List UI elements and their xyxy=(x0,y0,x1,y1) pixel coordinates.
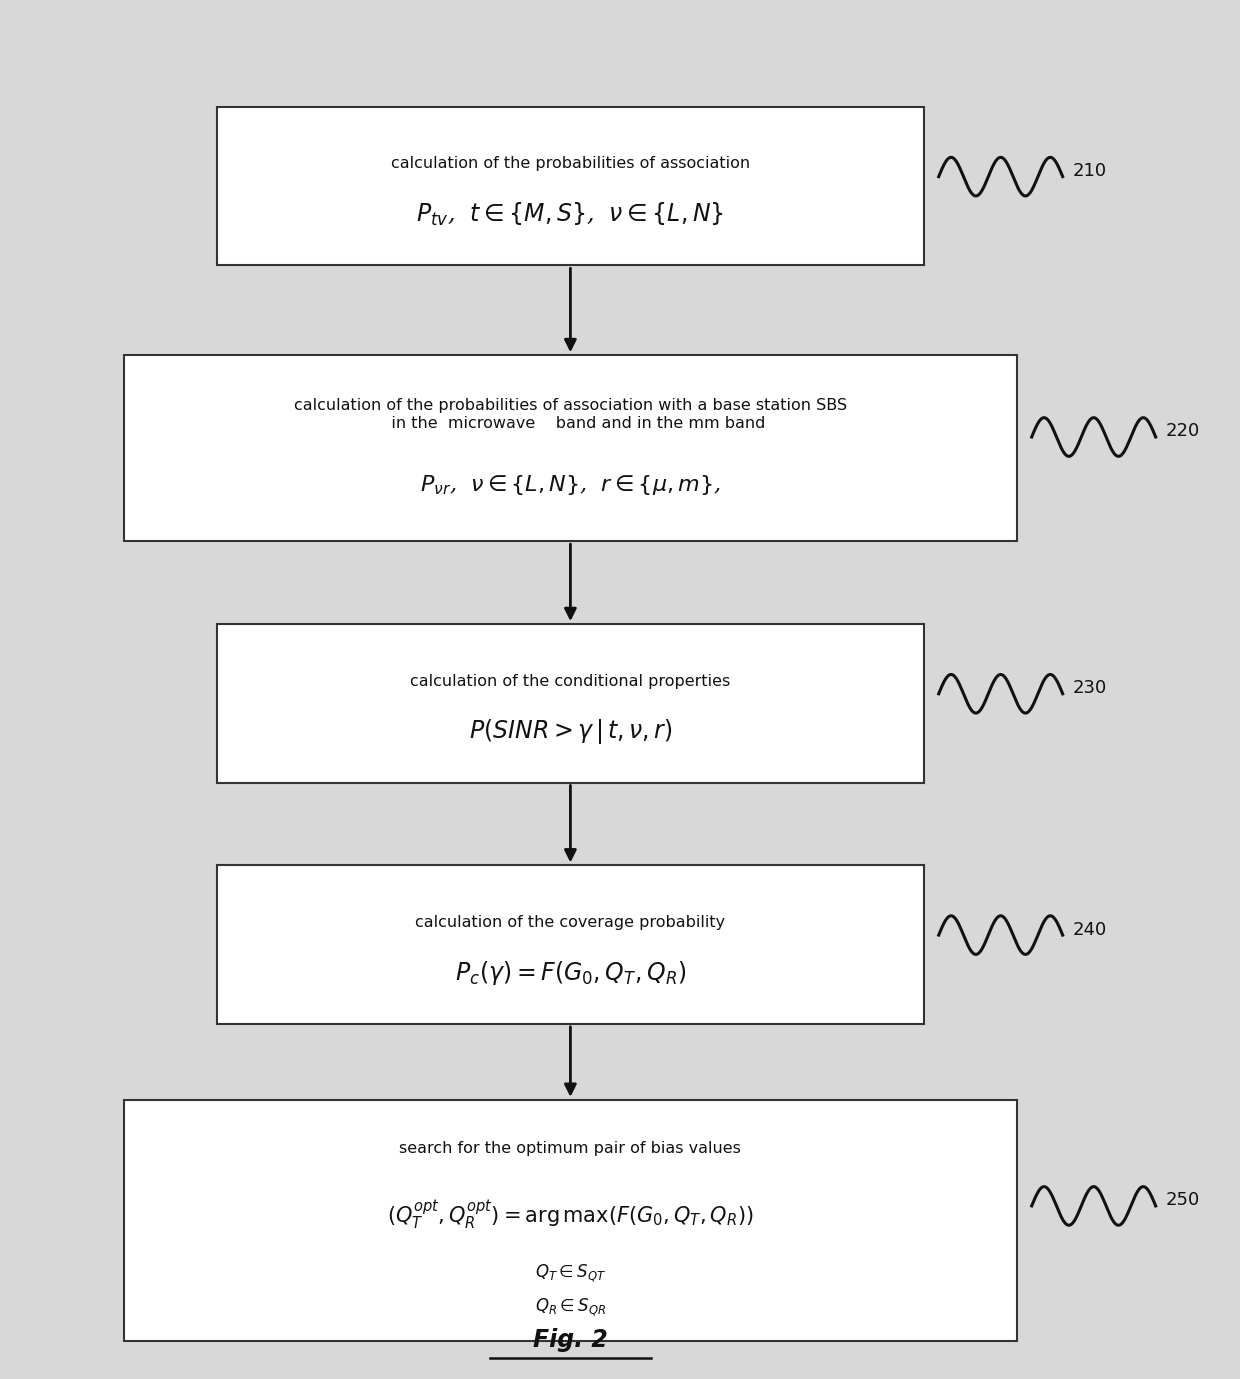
FancyBboxPatch shape xyxy=(124,1100,1017,1340)
Text: 240: 240 xyxy=(1073,921,1107,939)
Text: 230: 230 xyxy=(1073,680,1107,698)
Text: calculation of the probabilities of association: calculation of the probabilities of asso… xyxy=(391,156,750,171)
Text: $P_{tv}$,  $t \in \{M,S\}$,  $\nu \in \{L,N\}$: $P_{tv}$, $t \in \{M,S\}$, $\nu \in \{L,… xyxy=(417,201,724,229)
Text: $P_{\nu r}$,  $\nu \in \{L,N\}$,  $r \in \{\mu,m\}$,: $P_{\nu r}$, $\nu \in \{L,N\}$, $r \in \… xyxy=(420,473,720,498)
Text: 220: 220 xyxy=(1166,422,1200,440)
Text: $P\left(SINR > \gamma \,|\, t,\nu,r\right)$: $P\left(SINR > \gamma \,|\, t,\nu,r\righ… xyxy=(469,717,672,746)
Text: $(Q_T^{opt}, Q_R^{opt}) = \arg\max\left(F(G_0, Q_T, Q_R)\right)$: $(Q_T^{opt}, Q_R^{opt}) = \arg\max\left(… xyxy=(387,1198,754,1233)
FancyBboxPatch shape xyxy=(217,623,924,782)
Text: $Q_T \in S_{QT}$: $Q_T \in S_{QT}$ xyxy=(534,1263,606,1284)
Text: 250: 250 xyxy=(1166,1191,1200,1209)
Text: Fig. 2: Fig. 2 xyxy=(533,1328,608,1353)
FancyBboxPatch shape xyxy=(217,866,924,1023)
Text: search for the optimum pair of bias values: search for the optimum pair of bias valu… xyxy=(399,1140,742,1156)
Text: calculation of the probabilities of association with a base station SBS
   in th: calculation of the probabilities of asso… xyxy=(294,399,847,430)
Text: calculation of the conditional properties: calculation of the conditional propertie… xyxy=(410,673,730,688)
FancyBboxPatch shape xyxy=(124,354,1017,541)
Text: $Q_R \in S_{QR}$: $Q_R \in S_{QR}$ xyxy=(534,1296,606,1318)
Text: 210: 210 xyxy=(1073,163,1107,181)
Text: $P_c(\gamma) = F(G_0, Q_T, Q_R)$: $P_c(\gamma) = F(G_0, Q_T, Q_R)$ xyxy=(455,960,686,987)
Text: calculation of the coverage probability: calculation of the coverage probability xyxy=(415,914,725,929)
FancyBboxPatch shape xyxy=(217,106,924,265)
